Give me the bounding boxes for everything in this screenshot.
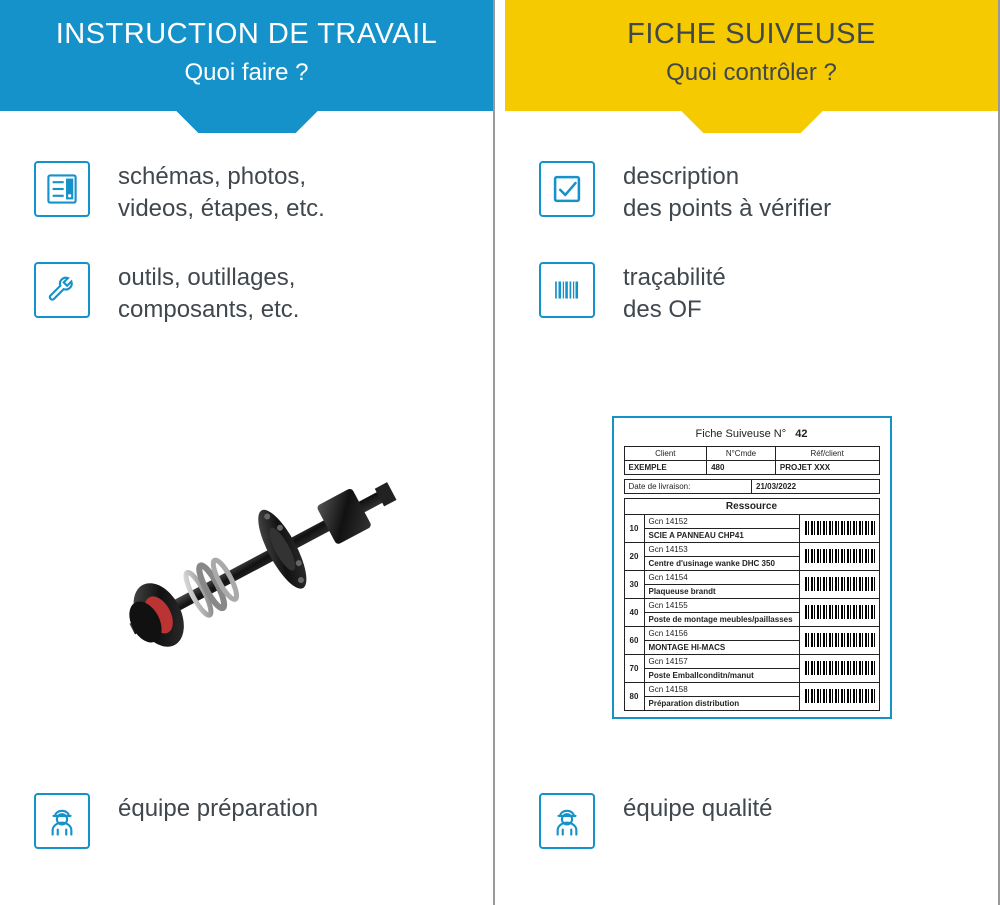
doc-row: 60Gcn 14156	[624, 627, 879, 641]
row-desc: descriptiondes points à vérifier	[539, 161, 964, 226]
checklist-icon	[34, 161, 90, 217]
assembly-illustration	[34, 373, 459, 763]
doc-row: 80Gcn 14158	[624, 683, 879, 697]
row-media-text: schémas, photos,videos, étapes, etc.	[118, 161, 325, 226]
row-team-prep: équipe préparation	[34, 793, 459, 849]
doc-number: 42	[795, 428, 807, 440]
right-content: descriptiondes points à vérifier traçabi…	[505, 111, 998, 905]
left-title: INSTRUCTION DE TRAVAIL	[10, 18, 483, 51]
left-content: schémas, photos,videos, étapes, etc. out…	[0, 111, 493, 905]
row-team-qual: équipe qualité	[539, 793, 964, 849]
right-header: FICHE SUIVEUSE Quoi contrôler ?	[505, 0, 998, 111]
barcode-icon	[539, 262, 595, 318]
left-header: INSTRUCTION DE TRAVAIL Quoi faire ?	[0, 0, 493, 111]
row-desc-text: descriptiondes points à vérifier	[623, 161, 831, 226]
doc-illustration: Fiche Suiveuse N° 42 Client N°Cmde Réf/c…	[539, 373, 964, 763]
doc-row: 30Gcn 14154	[624, 571, 879, 585]
doc-row: 70Gcn 14157	[624, 655, 879, 669]
checkbox-icon	[539, 161, 595, 217]
doc-row: 10Gcn 14152	[624, 515, 879, 529]
right-subtitle: Quoi contrôler ?	[515, 59, 988, 87]
fiche-document: Fiche Suiveuse N° 42 Client N°Cmde Réf/c…	[612, 416, 892, 719]
worker-icon	[539, 793, 595, 849]
row-team-qual-text: équipe qualité	[623, 793, 772, 825]
worker-icon	[34, 793, 90, 849]
row-media: schémas, photos,videos, étapes, etc.	[34, 161, 459, 226]
row-trace-text: traçabilitédes OF	[623, 262, 726, 327]
left-subtitle: Quoi faire ?	[10, 59, 483, 87]
left-panel: INSTRUCTION DE TRAVAIL Quoi faire ? sché…	[0, 0, 495, 905]
doc-row: 20Gcn 14153	[624, 543, 879, 557]
right-panel: FICHE SUIVEUSE Quoi contrôler ? descript…	[505, 0, 1000, 905]
doc-row: 40Gcn 14155	[624, 599, 879, 613]
doc-title-prefix: Fiche Suiveuse N°	[696, 428, 787, 440]
row-tools: outils, outillages,composants, etc.	[34, 262, 459, 327]
row-team-prep-text: équipe préparation	[118, 793, 318, 825]
right-title: FICHE SUIVEUSE	[515, 18, 988, 51]
wrench-icon	[34, 262, 90, 318]
row-tools-text: outils, outillages,composants, etc.	[118, 262, 299, 327]
row-trace: traçabilitédes OF	[539, 262, 964, 327]
